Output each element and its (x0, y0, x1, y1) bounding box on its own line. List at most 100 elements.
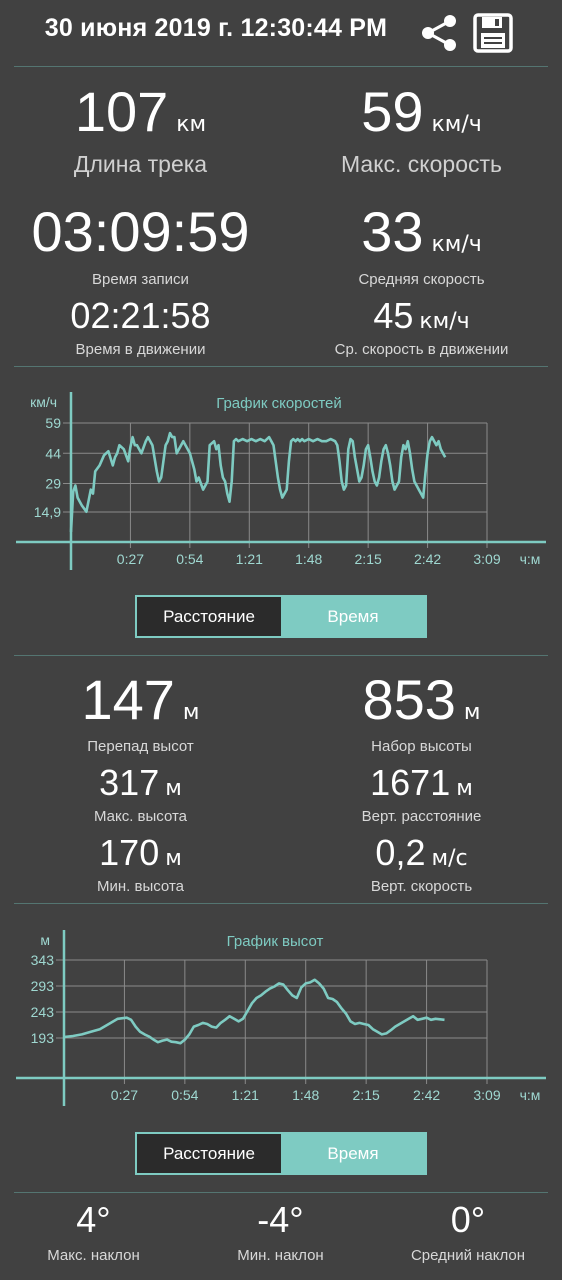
vertical-distance-value: 1671 (370, 762, 451, 803)
avg-speed: 33 км/ч (281, 202, 562, 262)
x-tick-label: 3:09 (473, 551, 500, 567)
y-tick-label: 29 (45, 476, 61, 492)
elevation-diff-label: Перепад высот (87, 738, 194, 755)
header-divider (14, 66, 548, 67)
chart-title: График высот (227, 933, 324, 950)
max-speed-label: Макс. скорость (340, 151, 503, 177)
series-line (69, 431, 447, 532)
stats-divider-1 (14, 366, 548, 367)
moving-avg-label: Ср. скорость в движении (334, 341, 509, 358)
track-date-title: 30 июня 2019 г. 12:30:44 PM (44, 14, 388, 42)
y-tick-label: 44 (45, 445, 61, 461)
track-length: 107 км (0, 82, 281, 142)
x-tick-label: 0:54 (176, 551, 203, 567)
elevation-toggle-time[interactable]: Время (281, 1134, 425, 1173)
vertical-speed-value: 0,2 (375, 832, 426, 873)
moving-time-value: 02:21:58 (70, 295, 211, 336)
x-tick-label: 1:21 (236, 551, 263, 567)
max-altitude-label: Макс. высота (93, 808, 188, 825)
x-tick-label: 2:42 (414, 551, 441, 567)
x-tick-label: 2:15 (355, 551, 382, 567)
elevation-chart: 0:27 0:54 1:21 1:48 2:15 2:42 3:09 193 243 293 343… (16, 930, 546, 1106)
avg-slope-value: 0° (450, 1199, 486, 1240)
max-slope-value: 4° (76, 1199, 111, 1240)
min-altitude-label: Мин. высота (97, 878, 184, 895)
vertical-distance: 1671 м (281, 763, 562, 803)
y-tick-label: 243 (31, 1004, 55, 1020)
min-slope-label: Мин. наклон (237, 1247, 324, 1264)
speed-toggle-time[interactable]: Время (281, 597, 425, 636)
y-tick-label: 193 (31, 1030, 55, 1046)
y-tick-label: 59 (45, 415, 61, 431)
x-tick-label: 3:09 (473, 1087, 500, 1103)
track-length-label: Длина трека (73, 151, 208, 177)
vertical-speed: 0,2 м/с (281, 833, 562, 873)
max-speed-unit: км/ч (431, 112, 482, 137)
avg-slope-label: Средний наклон (410, 1247, 526, 1264)
x-tick-label: 2:15 (353, 1087, 380, 1103)
speed-toggle-distance[interactable]: Расстояние (137, 597, 281, 636)
record-time-value: 03:09:59 (31, 200, 250, 263)
vertical-speed-unit: м/с (431, 846, 468, 871)
x-tick-label: 2:42 (413, 1087, 440, 1103)
elevation-diff: 147 м (0, 670, 281, 730)
elevation-chart-axis-toggle[interactable]: Расстояние Время (135, 1132, 427, 1175)
min-altitude: 170 м (0, 833, 281, 873)
min-altitude-unit: м (165, 846, 182, 871)
max-altitude-value: 317 (99, 762, 160, 803)
x-tick-label: 0:27 (111, 1087, 138, 1103)
max-altitude: 317 м (0, 763, 281, 803)
moving-time-label: Время в движении (75, 341, 206, 358)
moving-time: 02:21:58 (0, 296, 281, 336)
chart-title: График скоростей (216, 395, 342, 412)
max-slope: 4° (0, 1200, 187, 1240)
stats-divider-3 (14, 903, 548, 904)
elevation-diff-unit: м (182, 700, 200, 725)
x-tick-label: 1:48 (295, 551, 322, 567)
share-icon[interactable] (418, 12, 460, 54)
min-slope-value: -4° (257, 1199, 304, 1240)
max-speed-value: 59 (361, 80, 424, 143)
x-tick-label: 1:21 (232, 1087, 259, 1103)
max-speed: 59 км/ч (281, 82, 562, 142)
elevation-toggle-distance[interactable]: Расстояние (137, 1134, 281, 1173)
track-length-value: 107 (74, 80, 169, 143)
y-axis-unit: м (40, 932, 50, 948)
x-tick-label: 0:27 (117, 551, 144, 567)
avg-speed-label: Средняя скорость (358, 271, 485, 288)
floppy-save-icon[interactable] (472, 12, 514, 54)
x-axis-unit: ч:м (520, 1087, 541, 1103)
x-axis-unit: ч:м (520, 551, 541, 567)
speed-chart-axis-toggle[interactable]: Расстояние Время (135, 595, 427, 638)
stats-divider-4 (14, 1192, 548, 1193)
vertical-distance-unit: м (456, 776, 473, 801)
moving-avg-speed: 45 км/ч (281, 296, 562, 336)
max-altitude-unit: м (165, 776, 182, 801)
min-slope: -4° (187, 1200, 374, 1240)
elevation-gain-value: 853 (362, 668, 456, 731)
y-axis-unit: км/ч (30, 394, 57, 410)
max-slope-label: Макс. наклон (47, 1247, 140, 1264)
record-time: 03:09:59 (0, 202, 281, 262)
stats-divider-2 (14, 655, 548, 656)
record-time-label: Время записи (92, 271, 189, 288)
vertical-speed-label: Верт. скорость (370, 878, 473, 895)
series-line (63, 978, 445, 1045)
y-tick-label: 343 (31, 952, 55, 968)
avg-slope: 0° (374, 1200, 562, 1240)
x-tick-label: 1:48 (292, 1087, 319, 1103)
avg-speed-unit: км/ч (431, 232, 482, 257)
vertical-distance-label: Верт. расстояние (361, 808, 482, 825)
speed-chart: 0:27 0:54 1:21 1:48 2:15 2:42 3:09 14,9 29 44 59 км… (16, 392, 546, 570)
y-tick-label: 14,9 (34, 504, 61, 520)
moving-avg-value: 45 (373, 295, 414, 336)
avg-speed-value: 33 (361, 200, 424, 263)
elevation-gain: 853 м (281, 670, 562, 730)
track-length-unit: км (176, 112, 207, 137)
moving-avg-unit: км/ч (419, 309, 470, 334)
min-altitude-value: 170 (99, 832, 160, 873)
elevation-gain-label: Набор высоты (371, 738, 472, 755)
y-tick-label: 293 (31, 978, 55, 994)
x-tick-label: 0:54 (171, 1087, 198, 1103)
elevation-gain-unit: м (463, 700, 481, 725)
